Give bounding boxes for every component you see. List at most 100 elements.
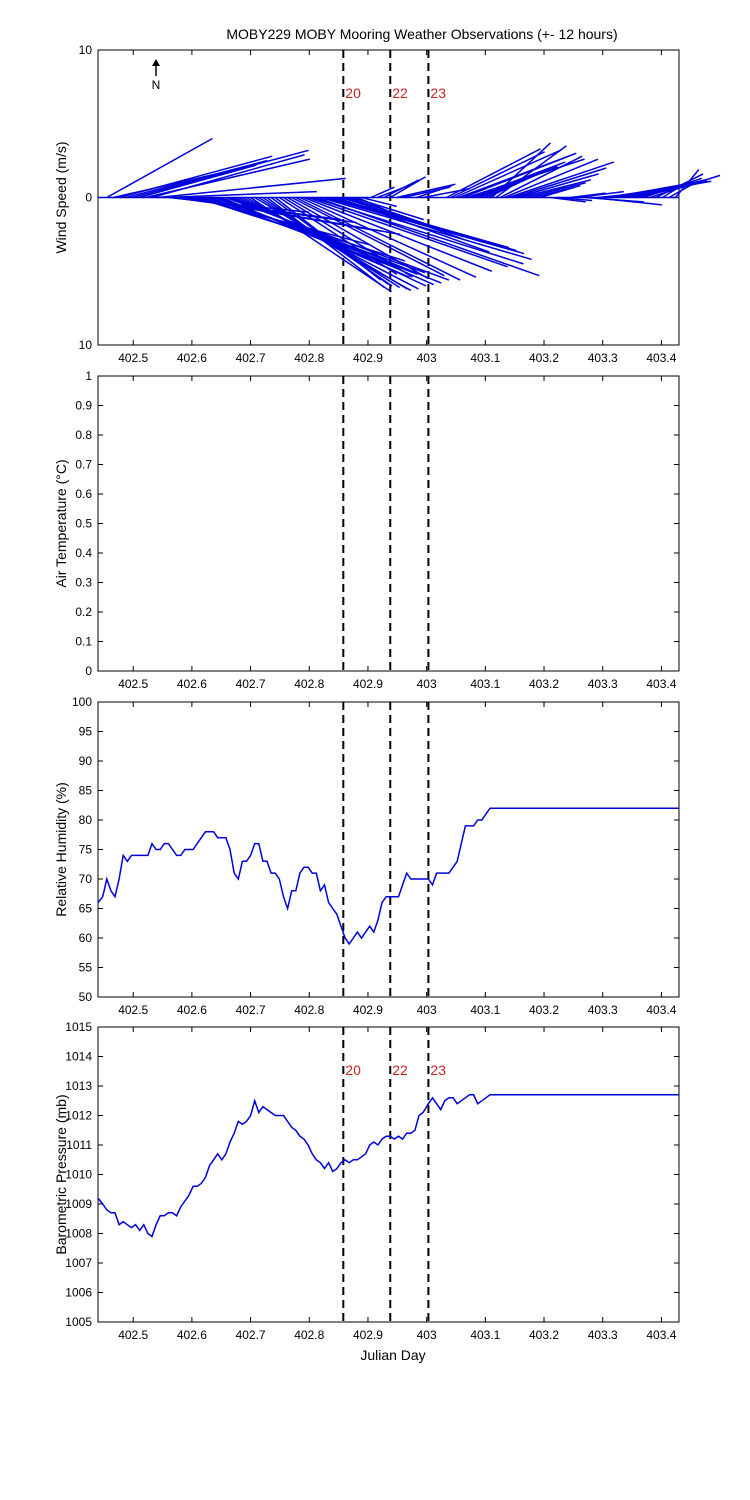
wind-vector xyxy=(655,173,704,199)
panel-2: 402.5 402.6 402.7 402.8 402.9 403 403.1 403.2 40… xyxy=(53,369,680,691)
wind-vector xyxy=(299,196,477,278)
y-tick-label: 0 xyxy=(85,191,92,205)
x-tick-label: 402.5 xyxy=(118,351,148,365)
y-axis-label: Barometric Pressure (mb) xyxy=(53,1094,69,1254)
wind-vector xyxy=(295,196,461,281)
y-tick-label: 1013 xyxy=(65,1079,92,1093)
y-tick-label: 70 xyxy=(79,872,93,886)
x-tick-label: 403.1 xyxy=(470,351,500,365)
x-tick-label: 403.1 xyxy=(470,1003,500,1017)
wind-vector xyxy=(570,192,606,199)
wind-vector xyxy=(157,177,346,199)
event-marker-label: 23 xyxy=(430,1062,446,1078)
wind-vector xyxy=(550,196,586,203)
x-tick-label: 403.4 xyxy=(646,677,676,691)
y-tick-label: 1014 xyxy=(65,1050,92,1064)
wind-vector xyxy=(674,168,700,198)
y-tick-label: 1010 xyxy=(65,1168,92,1182)
wind-vector xyxy=(450,151,545,199)
y-tick-label: 0 xyxy=(85,664,92,678)
north-arrow-head xyxy=(152,59,160,66)
y-tick-label: 1012 xyxy=(65,1109,92,1123)
wind-vector xyxy=(250,196,392,293)
wind-vector xyxy=(320,196,532,261)
wind-vector xyxy=(479,167,551,199)
x-tick-label: 402.6 xyxy=(177,351,207,365)
wind-vector xyxy=(361,196,397,208)
x-tick-label: 402.8 xyxy=(294,1003,324,1017)
x-tick-label: 403.2 xyxy=(529,1328,559,1342)
wind-vector xyxy=(291,196,445,277)
wind-vector xyxy=(591,196,663,206)
wind-vector xyxy=(125,159,268,199)
wind-vector xyxy=(623,179,707,199)
event-marker-label: 20 xyxy=(345,85,361,101)
x-tick-label: 403.2 xyxy=(529,351,559,365)
x-tick-label: 402.7 xyxy=(236,351,266,365)
y-tick-label: 0.7 xyxy=(75,458,92,472)
x-tick-label: 403.3 xyxy=(588,1328,618,1342)
panel-1: 402.5 402.6 402.7 402.8 402.9 403 403.1 403.2 40… xyxy=(53,43,721,365)
x-tick-label: 402.8 xyxy=(294,351,324,365)
y-tick-label: 85 xyxy=(79,784,93,798)
x-tick-label: 403.4 xyxy=(646,1328,676,1342)
y-tick-label: 1006 xyxy=(65,1286,92,1300)
event-marker-label: 22 xyxy=(392,1062,408,1078)
wind-vector xyxy=(516,173,599,199)
y-tick-label: 0.9 xyxy=(75,399,92,413)
wind-vector xyxy=(283,196,413,278)
wind-vector xyxy=(266,196,385,289)
chart-panels: 402.5 402.6 402.7 402.8 402.9 403 403.1 403.2 40… xyxy=(53,43,721,1342)
y-axis-label: Air Temperature (°C) xyxy=(53,459,69,587)
y-tick-label: 10 xyxy=(79,338,93,352)
x-tick-label: 403.2 xyxy=(529,677,559,691)
wind-vector xyxy=(303,196,493,272)
y-axis-label: Relative Humidity (%) xyxy=(53,782,69,917)
wind-vector xyxy=(274,196,382,281)
wind-vector xyxy=(539,186,576,199)
wind-vector xyxy=(138,164,257,199)
y-tick-label: 0.3 xyxy=(75,576,92,590)
y-tick-label: 95 xyxy=(79,725,93,739)
y-tick-label: 1008 xyxy=(65,1227,92,1241)
y-tick-label: 0.5 xyxy=(75,517,92,531)
series-line xyxy=(97,1094,679,1238)
wind-vector xyxy=(357,196,405,219)
x-tick-label: 403.4 xyxy=(646,351,676,365)
wind-vector xyxy=(307,196,508,268)
wind-vector xyxy=(642,177,703,199)
wind-vector xyxy=(389,176,426,199)
y-tick-label: 1005 xyxy=(65,1315,92,1329)
x-tick-label: 403.3 xyxy=(588,677,618,691)
wind-vector xyxy=(576,190,624,199)
y-tick-label: 75 xyxy=(79,843,93,857)
x-tick-label: 402.7 xyxy=(236,1328,266,1342)
wind-vector xyxy=(106,137,213,199)
y-tick-label: 60 xyxy=(79,931,93,945)
event-marker-label: 23 xyxy=(430,85,446,101)
wind-vector xyxy=(132,149,309,199)
y-tick-label: 1 xyxy=(85,369,92,383)
y-tick-label: 80 xyxy=(79,813,93,827)
x-tick-label: 403.4 xyxy=(646,1003,676,1017)
wind-vector xyxy=(507,161,615,199)
wind-vector xyxy=(526,182,586,199)
x-tick-label: 402.5 xyxy=(118,1328,148,1342)
wind-vector xyxy=(454,149,561,199)
x-tick-label: 403 xyxy=(417,351,437,365)
x-tick-label: 402.9 xyxy=(353,677,383,691)
y-tick-label: 0.1 xyxy=(75,635,92,649)
y-tick-label: 50 xyxy=(79,990,93,1004)
north-label: N xyxy=(152,78,161,92)
y-tick-label: 1009 xyxy=(65,1197,92,1211)
y-tick-label: 90 xyxy=(79,754,93,768)
wind-vector xyxy=(278,196,398,275)
wind-vector xyxy=(370,186,395,199)
wind-vector xyxy=(287,196,429,280)
x-tick-label: 402.5 xyxy=(118,1003,148,1017)
figure-title: MOBY229 MOBY Mooring Weather Observation… xyxy=(226,26,617,42)
y-tick-label: 1015 xyxy=(65,1020,92,1034)
series-line xyxy=(97,807,679,946)
panel-4: 402.5 402.6 402.7 402.8 402.9 403 403.1 403.2 40… xyxy=(53,1020,680,1342)
